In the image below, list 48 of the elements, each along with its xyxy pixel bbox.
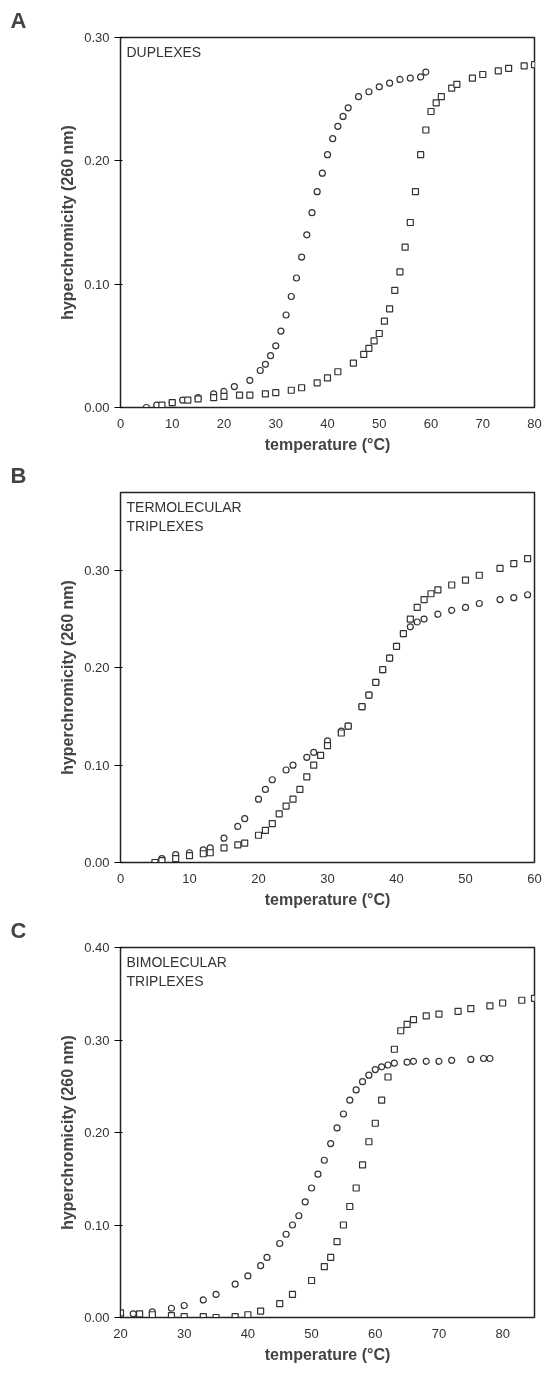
y-tick-label: 0.00 xyxy=(84,855,110,870)
x-axis-title: temperature (°C) xyxy=(264,890,391,908)
y-tick-label: 0.30 xyxy=(84,30,110,45)
x-tick-label: 60 xyxy=(527,870,542,886)
x-tick-label: 60 xyxy=(368,1325,383,1341)
annotation: DUPLEXES xyxy=(126,43,202,60)
x-tick-label: 30 xyxy=(176,1325,192,1341)
x-tick-label: 10 xyxy=(165,415,180,431)
x-axis-title: temperature (°C) xyxy=(264,435,391,453)
x-tick-label: 0 xyxy=(116,870,125,886)
annotation: TERMOLECULAR TRIPLEXES xyxy=(126,498,242,534)
x-tick-label: 20 xyxy=(113,1325,128,1341)
x-tick-label: 40 xyxy=(240,1325,256,1341)
y-tick-label: 0.10 xyxy=(84,276,110,292)
y-tick-label: 0.30 xyxy=(84,562,110,578)
x-tick-label: 70 xyxy=(431,1325,447,1341)
x-tick-label: 50 xyxy=(458,870,473,886)
x-tick-label: 60 xyxy=(423,415,439,431)
y-axis-title: hyperchromicity (260 nm) xyxy=(59,125,77,320)
x-tick-label: 40 xyxy=(389,870,404,886)
x-tick-label: 70 xyxy=(475,415,490,431)
x-tick-label: 20 xyxy=(216,415,232,431)
x-tick-label: 0 xyxy=(116,415,125,431)
x-tick-label: 30 xyxy=(320,870,335,886)
y-tick-label: 0.00 xyxy=(84,1310,110,1325)
chart-title: A xyxy=(10,7,27,33)
chart-title: C xyxy=(10,917,27,943)
x-tick-label: 10 xyxy=(182,870,197,886)
x-tick-label: 20 xyxy=(251,870,266,886)
y-axis-title: hyperchromicity (260 nm) xyxy=(59,1035,77,1230)
y-tick-label: 0.30 xyxy=(84,1032,110,1048)
y-tick-label: 0.20 xyxy=(84,1125,110,1140)
y-tick-label: 0.20 xyxy=(84,660,110,676)
chart-title: B xyxy=(10,462,27,488)
y-tick-label: 0.10 xyxy=(84,1217,110,1233)
x-axis-title: temperature (°C) xyxy=(264,1345,391,1363)
y-tick-label: 0.00 xyxy=(84,400,110,415)
x-tick-label: 80 xyxy=(495,1325,510,1341)
x-tick-label: 50 xyxy=(372,415,387,431)
y-tick-label: 0.20 xyxy=(84,153,110,169)
y-tick-label: 0.40 xyxy=(84,940,110,955)
x-tick-label: 50 xyxy=(304,1325,319,1341)
y-tick-label: 0.10 xyxy=(84,757,110,773)
annotation: BIMOLECULAR TRIPLEXES xyxy=(126,953,227,989)
x-tick-label: 30 xyxy=(268,415,283,431)
x-tick-label: 80 xyxy=(527,415,542,431)
x-tick-label: 40 xyxy=(320,415,335,431)
y-axis-title: hyperchromicity (260 nm) xyxy=(59,580,77,775)
